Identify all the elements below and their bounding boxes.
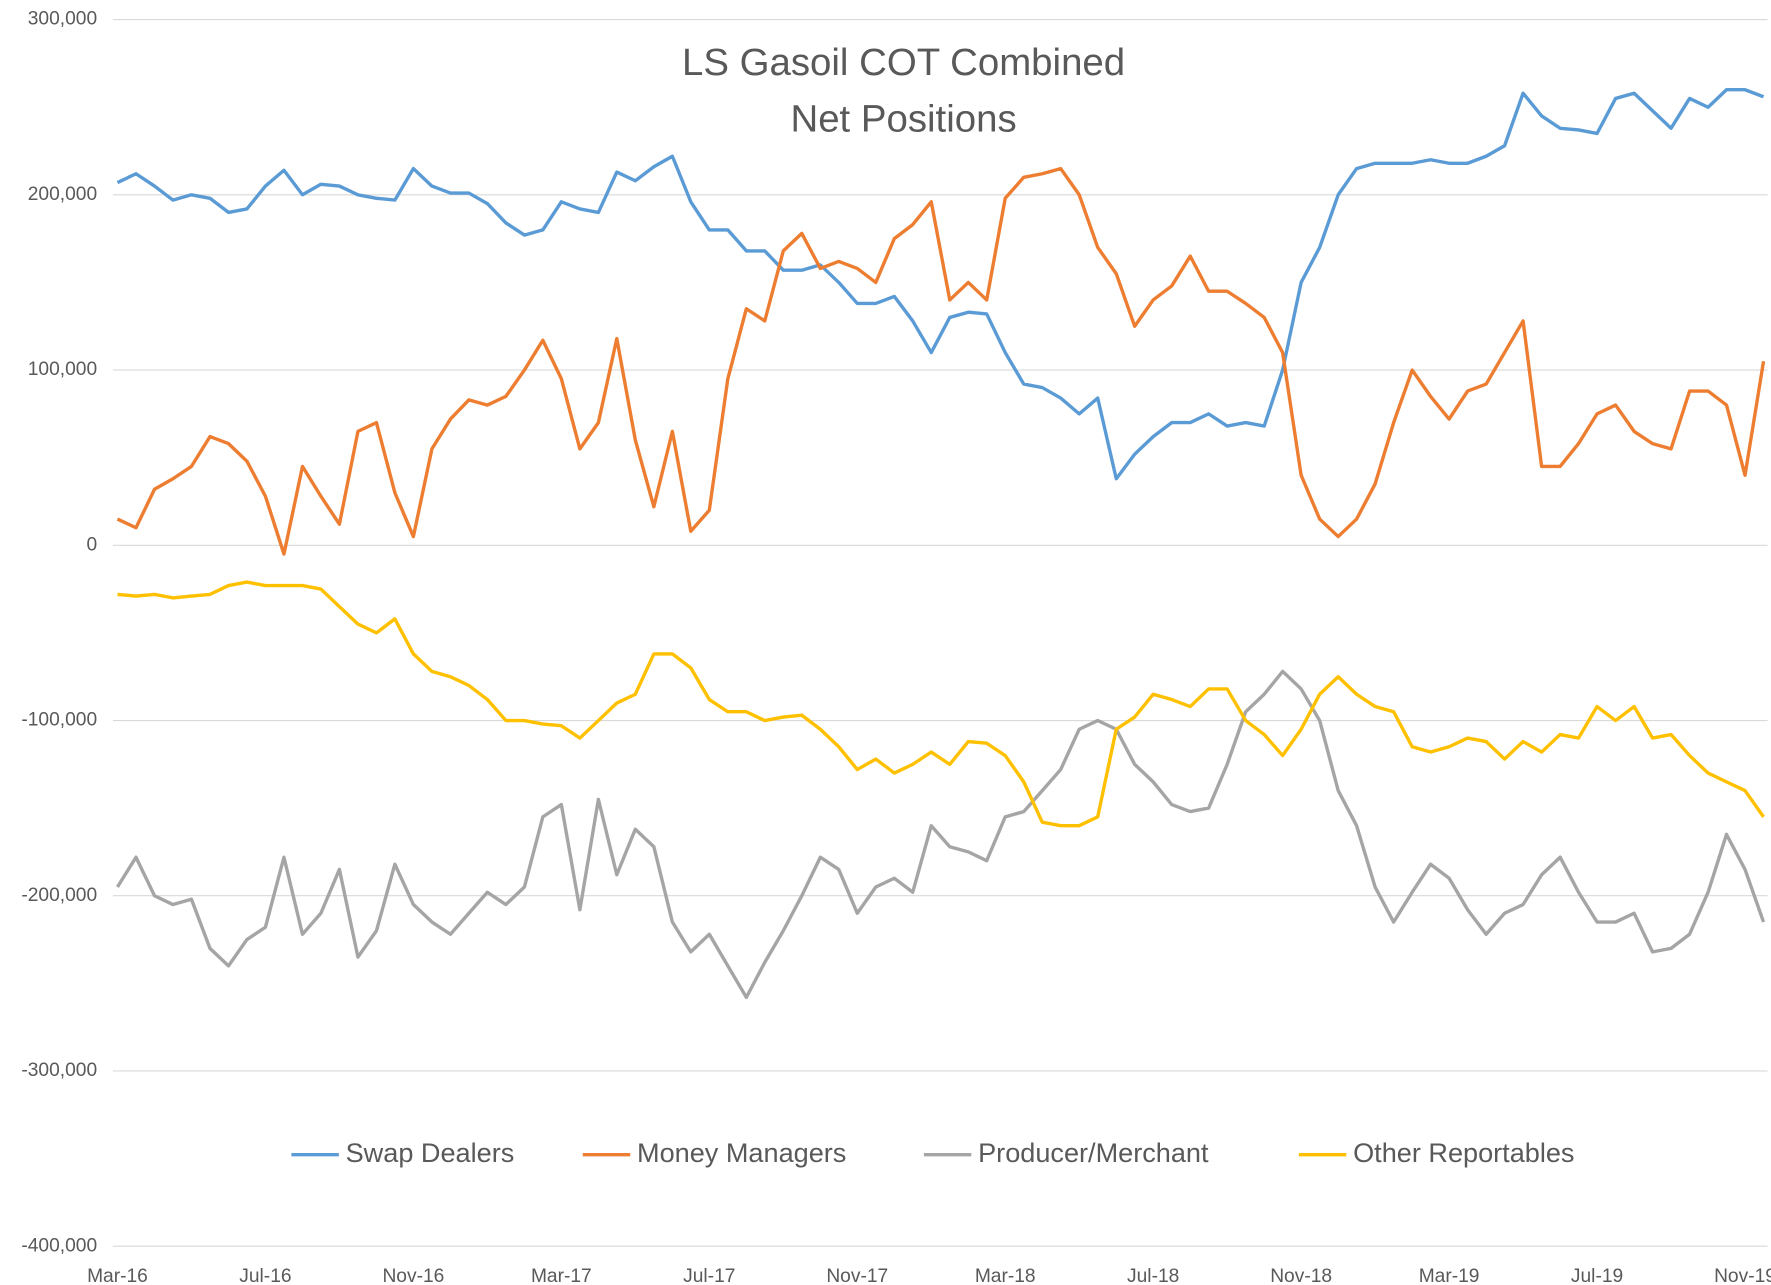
y-tick-label: 100,000 bbox=[28, 359, 97, 380]
series-line bbox=[117, 580, 1765, 828]
x-tick-label: Mar-16 bbox=[87, 1266, 148, 1285]
chart-title: Net Positions bbox=[790, 97, 1016, 140]
series-line bbox=[116, 166, 1766, 556]
x-tick-label: Mar-18 bbox=[975, 1266, 1036, 1285]
x-tick-label: Nov-19 bbox=[1714, 1266, 1771, 1285]
legend-label: Money Managers bbox=[637, 1137, 846, 1168]
x-tick-label: Jul-16 bbox=[239, 1266, 291, 1285]
legend-label: Other Reportables bbox=[1353, 1137, 1574, 1168]
series-line bbox=[116, 669, 1766, 1000]
x-tick-label: Mar-19 bbox=[1419, 1266, 1480, 1285]
y-tick-label: -100,000 bbox=[21, 710, 97, 731]
y-tick-label: -400,000 bbox=[21, 1235, 97, 1256]
x-tick-label: Mar-17 bbox=[531, 1266, 592, 1285]
y-tick-label: -300,000 bbox=[21, 1060, 97, 1081]
x-tick-label: Nov-16 bbox=[382, 1266, 444, 1285]
legend-label: Swap Dealers bbox=[346, 1137, 515, 1168]
y-tick-label: -200,000 bbox=[21, 885, 97, 906]
x-tick-label: Nov-17 bbox=[826, 1266, 888, 1285]
y-tick-label: 300,000 bbox=[28, 9, 97, 30]
x-tick-label: Nov-18 bbox=[1270, 1266, 1332, 1285]
y-tick-label: 0 bbox=[86, 534, 97, 555]
x-tick-label: Jul-18 bbox=[1127, 1266, 1179, 1285]
chart-title: LS Gasoil COT Combined bbox=[682, 41, 1125, 84]
legend-label: Producer/Merchant bbox=[978, 1137, 1209, 1168]
x-tick-label: Jul-17 bbox=[683, 1266, 735, 1285]
series-line bbox=[116, 88, 1765, 481]
y-tick-label: 200,000 bbox=[28, 184, 97, 205]
x-tick-label: Jul-19 bbox=[1571, 1266, 1623, 1285]
